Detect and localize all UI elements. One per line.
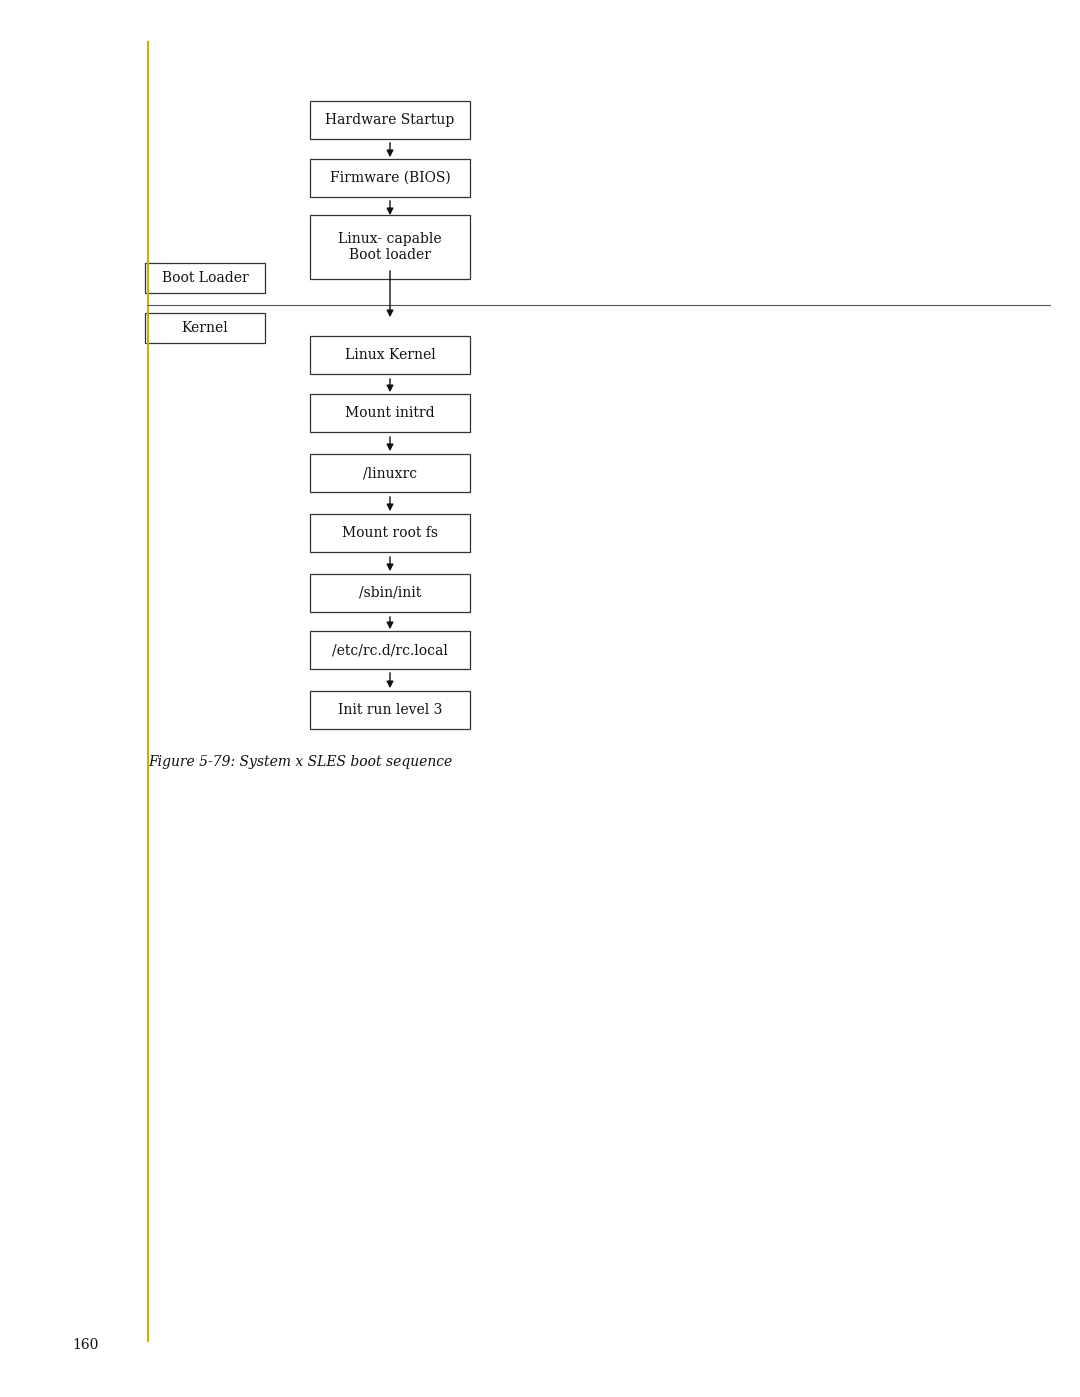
- Bar: [310, 692, 470, 729]
- Bar: [145, 263, 265, 293]
- Text: /linuxrc: /linuxrc: [363, 467, 417, 481]
- Bar: [310, 574, 470, 612]
- Bar: [310, 101, 470, 138]
- Bar: [310, 454, 470, 492]
- Bar: [145, 313, 265, 344]
- Bar: [310, 514, 470, 552]
- Bar: [310, 159, 470, 197]
- Text: Kernel: Kernel: [181, 321, 228, 335]
- Text: /sbin/init: /sbin/init: [359, 585, 421, 599]
- Text: Linux- capable
Boot loader: Linux- capable Boot loader: [338, 232, 442, 263]
- Bar: [310, 631, 470, 669]
- Bar: [310, 337, 470, 374]
- Text: Firmware (BIOS): Firmware (BIOS): [329, 170, 450, 184]
- Text: Init run level 3: Init run level 3: [338, 703, 442, 717]
- Text: Mount root fs: Mount root fs: [342, 527, 438, 541]
- Text: 160: 160: [72, 1338, 98, 1352]
- Text: /etc/rc.d/rc.local: /etc/rc.d/rc.local: [332, 643, 448, 657]
- Text: Boot Loader: Boot Loader: [162, 271, 248, 285]
- Text: Mount initrd: Mount initrd: [346, 407, 435, 420]
- Text: Hardware Startup: Hardware Startup: [325, 113, 455, 127]
- Text: Linux Kernel: Linux Kernel: [345, 348, 435, 362]
- Text: Figure 5-79: System x SLES boot sequence: Figure 5-79: System x SLES boot sequence: [148, 754, 453, 768]
- Bar: [310, 394, 470, 432]
- Bar: [310, 215, 470, 279]
